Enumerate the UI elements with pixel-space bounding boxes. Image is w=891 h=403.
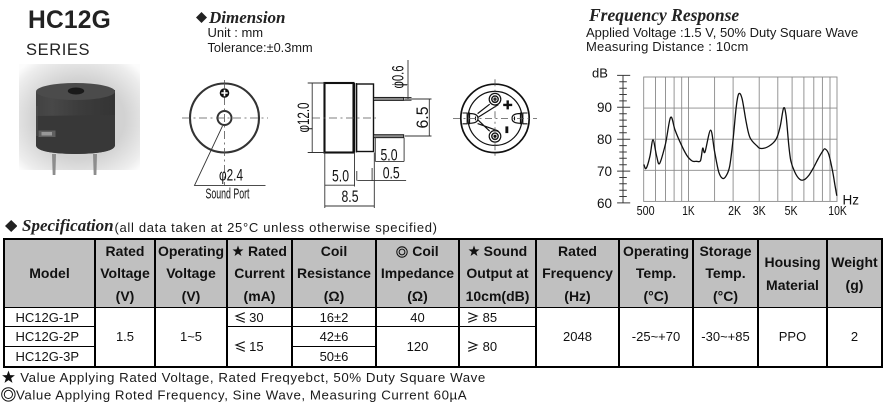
svg-text:5.0: 5.0 (381, 147, 398, 165)
svg-text:φ2.4: φ2.4 (219, 166, 243, 184)
svg-text:60: 60 (597, 195, 612, 211)
svg-text:80: 80 (597, 131, 612, 147)
svg-text:10K: 10K (828, 204, 847, 218)
svg-text:6.5: 6.5 (414, 107, 432, 129)
svg-text:φ0.6: φ0.6 (390, 66, 408, 89)
svg-text:5K: 5K (785, 204, 799, 218)
svg-text:Sound Port: Sound Port (206, 186, 250, 203)
svg-text:70: 70 (597, 163, 612, 179)
svg-text:90: 90 (597, 99, 612, 115)
svg-text:8.5: 8.5 (342, 188, 359, 206)
svg-text:φ12.0: φ12.0 (295, 103, 313, 133)
svg-text:500: 500 (637, 204, 655, 218)
svg-text:Hz: Hz (843, 193, 860, 208)
svg-text:3K: 3K (753, 204, 767, 218)
svg-text:2K: 2K (728, 204, 742, 218)
svg-text:1K: 1K (682, 204, 695, 218)
svg-text:dB: dB (592, 66, 608, 81)
svg-text:5.0: 5.0 (332, 168, 349, 186)
svg-text:0.5: 0.5 (383, 165, 400, 183)
